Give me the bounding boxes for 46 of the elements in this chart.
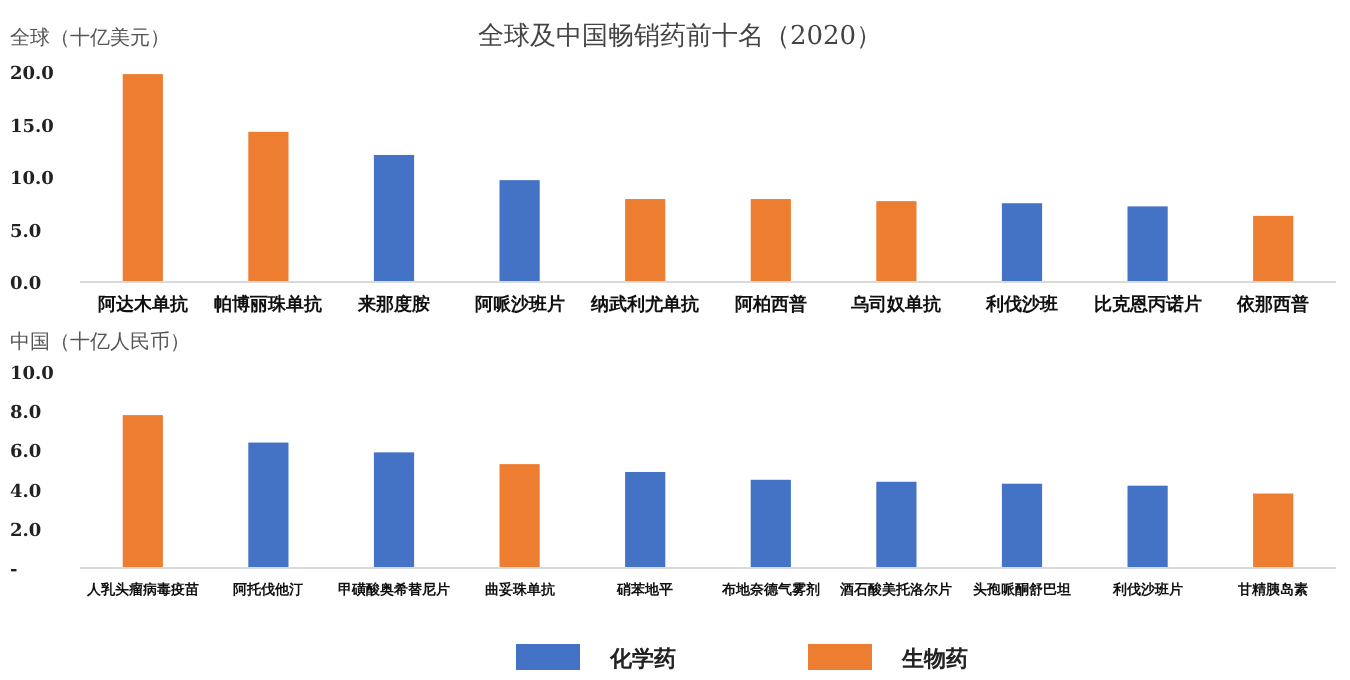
y-tick-label: 10.0 <box>10 365 54 385</box>
x-tick-label: 依那西普 <box>1235 292 1310 316</box>
legend-label: 生物药 <box>900 646 968 672</box>
bar <box>122 415 163 568</box>
x-tick-label: 纳武利尤单抗 <box>589 294 700 316</box>
x-tick-label: 阿哌沙班片 <box>474 294 565 316</box>
y-axis-title: 中国（十亿人民币） <box>10 330 190 354</box>
y-tick-label: 10.0 <box>10 170 54 190</box>
x-tick-label: 来那度胺 <box>356 294 430 316</box>
x-tick-label: 阿达木单抗 <box>97 294 188 316</box>
x-tick-label: 乌司奴单抗 <box>849 294 942 316</box>
x-tick-label: 利伐沙班 <box>984 294 1058 316</box>
bar <box>625 199 666 282</box>
y-tick-label: 8.0 <box>10 404 42 425</box>
y-tick-label: 2.0 <box>10 521 42 542</box>
bar <box>122 74 163 282</box>
y-tick-label: 0.0 <box>10 275 42 295</box>
x-tick-label: 帕博丽珠单抗 <box>214 294 323 316</box>
x-tick-label: 阿柏西普 <box>734 292 807 316</box>
bar <box>876 201 917 282</box>
bar <box>876 481 917 568</box>
legend-label: 化学药 <box>608 646 676 672</box>
bar <box>1127 485 1168 568</box>
x-tick-label: 比克恩丙诺片 <box>1093 294 1202 316</box>
bar <box>1253 215 1294 282</box>
bar <box>750 199 791 282</box>
bar <box>499 464 540 568</box>
y-axis-title: 全球（十亿美元） <box>10 26 170 50</box>
y-tick-label: 6.0 <box>10 443 42 464</box>
bar <box>248 442 289 568</box>
bar <box>499 180 540 282</box>
bar <box>1253 493 1294 568</box>
y-tick-label: 15.0 <box>10 117 54 138</box>
y-tick-label: 20.0 <box>10 65 54 85</box>
bar <box>1001 203 1043 282</box>
bar <box>1001 483 1043 568</box>
y-tick-label: - <box>10 561 18 581</box>
bar <box>373 452 415 568</box>
bar <box>750 479 791 568</box>
y-tick-label: 5.0 <box>10 222 42 243</box>
bar <box>1127 206 1168 282</box>
bar <box>625 471 666 568</box>
y-tick-label: 4.0 <box>10 482 42 503</box>
bar <box>248 131 289 282</box>
bar <box>373 154 415 282</box>
chart-title: 全球及中国畅销药前十名（2020） <box>477 22 883 52</box>
